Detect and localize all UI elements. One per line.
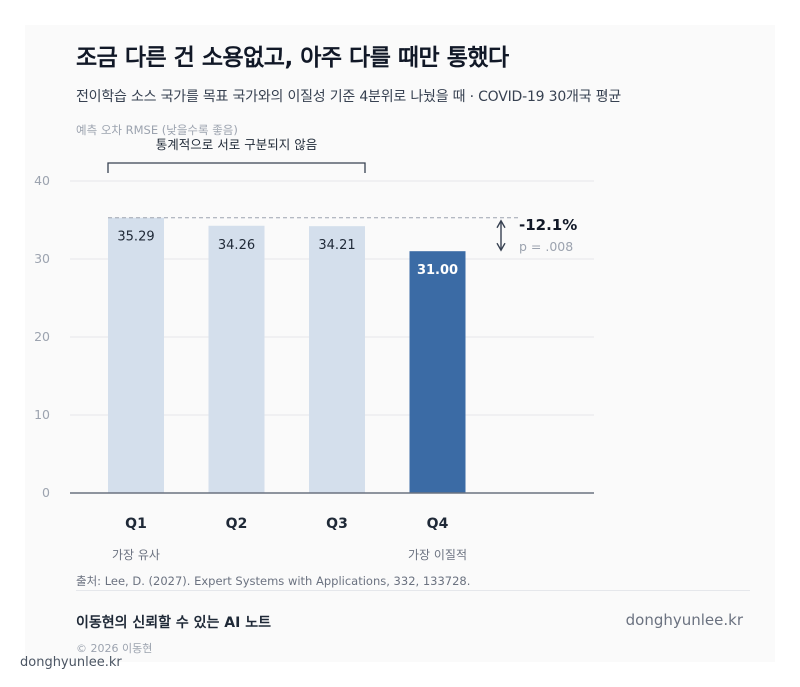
watermark: donghyunlee.kr [20, 655, 122, 670]
x-sublabel: 가장 이질적 [408, 548, 467, 562]
y-tick-label: 0 [42, 485, 50, 500]
arrow-head-up [496, 219, 506, 229]
bar-value-label: 35.29 [117, 230, 154, 245]
y-tick-label: 40 [34, 173, 50, 188]
bar-value-label: 31.00 [417, 263, 458, 278]
footer-divider [76, 590, 750, 591]
x-tick-label: Q2 [226, 516, 248, 532]
y-axis-label: 예측 오차 RMSE (낮을수록 좋음) [76, 123, 238, 137]
bracket-label: 통계적으로 서로 구분되지 않음 [156, 137, 317, 152]
bar-q2 [208, 225, 265, 493]
difference-label: -12.1% [519, 216, 577, 234]
bar-value-label: 34.21 [318, 238, 355, 253]
p-value-label: p = .008 [519, 239, 573, 254]
x-tick-label: Q3 [326, 516, 348, 532]
chart-title: 조금 다른 건 소용없고, 아주 다를 때만 통했다 [76, 45, 509, 71]
site-url[interactable]: donghyunlee.kr [625, 611, 743, 629]
bar-q3 [309, 226, 365, 494]
chart-subtitle: 전이학습 소스 국가를 목표 국가와의 이질성 기준 4분위로 나눴을 때 · … [76, 89, 622, 105]
x-tick-label: Q1 [125, 516, 147, 532]
x-sublabel: 가장 유사 [112, 548, 160, 562]
y-tick-label: 30 [34, 251, 50, 266]
arrow-head-down [496, 242, 506, 252]
brand-name: 이동현의 신뢰할 수 있는 AI 노트 [76, 615, 271, 631]
y-tick-label: 20 [34, 329, 50, 344]
bar-q1 [108, 217, 164, 493]
bar-q4 [409, 251, 466, 493]
bracket [107, 162, 366, 173]
source-citation: 출처: Lee, D. (2027). Expert Systems with … [76, 574, 471, 588]
x-tick-label: Q4 [427, 516, 449, 532]
y-tick-label: 10 [34, 407, 50, 422]
copyright: © 2026 이동현 [76, 642, 153, 655]
bar-value-label: 34.26 [218, 238, 255, 253]
